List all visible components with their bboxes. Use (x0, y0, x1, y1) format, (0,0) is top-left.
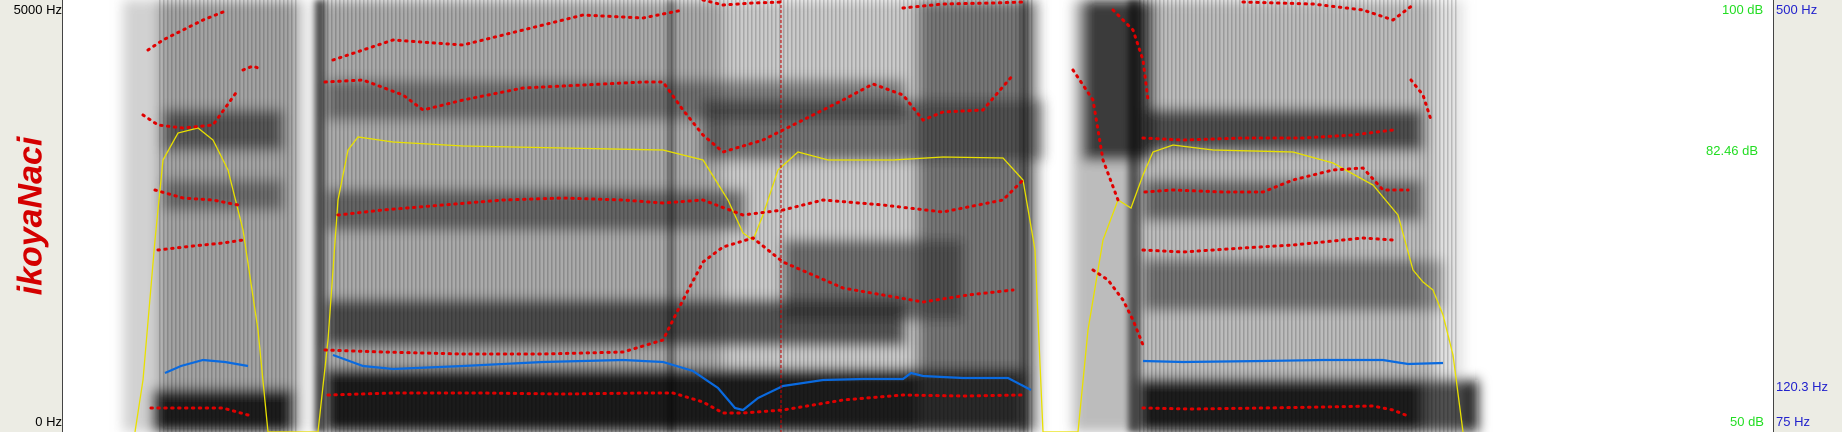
spectrogram-panel[interactable] (62, 0, 1774, 432)
word-label: ikoyaNaci (11, 136, 50, 296)
pitch-axis-mid: 120.3 Hz (1776, 379, 1829, 394)
freq-axis-top-label: 5000 Hz (13, 2, 62, 17)
pitch-axis-top: 500 Hz (1776, 2, 1818, 17)
intensity-axis-mid: 82.46 dB (1706, 143, 1759, 158)
pitch-contour (164, 353, 1444, 412)
intensity-contour (134, 127, 1464, 432)
striations-2 (323, 0, 1033, 432)
freq-axis-bottom-label: 0 Hz (35, 414, 62, 429)
word-label-panel: ikoyaNaci (0, 0, 62, 432)
burst-lines (315, 0, 1140, 432)
intensity-axis-bottom: 50 dB (1730, 414, 1764, 429)
formant-tracks (141, 0, 1433, 418)
spectrogram-svg (123, 0, 1478, 432)
striations-3 (1138, 0, 1458, 432)
striations-1 (158, 0, 298, 432)
pitch-axis-bottom: 75 Hz (1776, 414, 1810, 429)
intensity-axis-top: 100 dB (1722, 2, 1764, 17)
